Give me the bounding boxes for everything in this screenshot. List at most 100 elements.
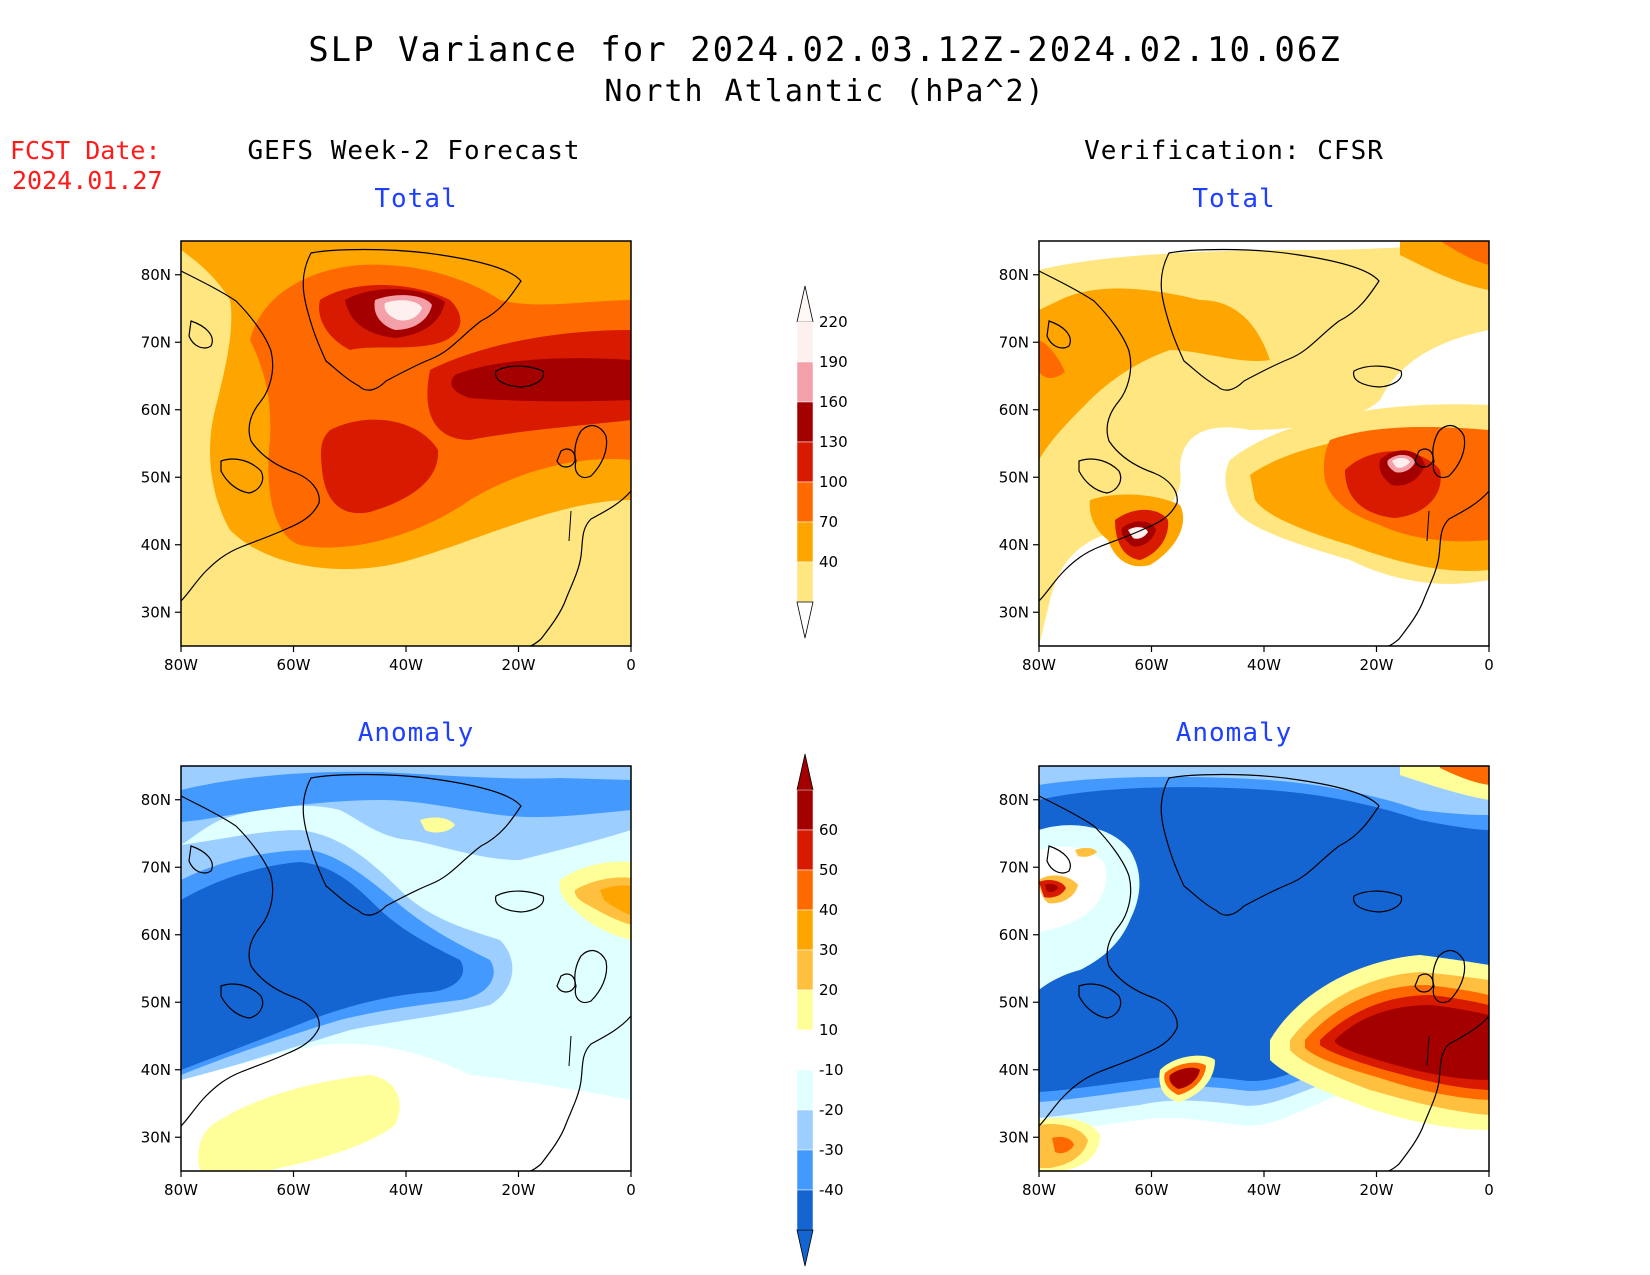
legend-anomaly-swatch — [796, 1189, 814, 1231]
lat-tick-label: 70N — [999, 333, 1029, 351]
lon-tick-label: 20W — [502, 1181, 536, 1199]
lat-tick-label: 50N — [999, 468, 1029, 486]
lon-tick-label: 20W — [1360, 656, 1394, 674]
right-column-title: Verification: CFSR — [1084, 136, 1384, 166]
lon-tick-label: 80W — [164, 656, 198, 674]
lon-tick-label: 0 — [1484, 1181, 1494, 1199]
legend-anomaly-label: 50 — [819, 861, 838, 879]
legend-total-label: 70 — [819, 513, 838, 531]
legend-anomaly-swatch — [796, 1069, 814, 1111]
lat-tick-label: 50N — [999, 993, 1029, 1011]
anomaly-label-right: Anomaly — [1175, 718, 1293, 748]
legend-total-swatch — [796, 481, 814, 523]
lat-tick-label: 40N — [141, 536, 171, 554]
legend-anomaly-label: 20 — [819, 981, 838, 999]
legend-anomaly-label: -40 — [819, 1181, 844, 1199]
lat-tick-label: 60N — [999, 401, 1029, 419]
legend-total-swatch — [796, 401, 814, 443]
fcst-date: 2024.01.27 — [12, 166, 163, 195]
legend-anomaly-swatch — [796, 1029, 814, 1071]
legend-total-swatch — [796, 361, 814, 403]
legend-anomaly-label: -10 — [819, 1061, 844, 1079]
lon-tick-label: 0 — [1484, 656, 1494, 674]
panel-forecast-anomaly — [181, 766, 631, 1171]
legend-anomaly: 60 50 40 30 20 10 -10 -20 -30 -40 — [796, 753, 844, 1267]
lon-tick-label: 40W — [1247, 1181, 1281, 1199]
lon-tick-label: 40W — [389, 1181, 423, 1199]
panel-forecast-total — [181, 241, 631, 646]
legend-anomaly-label: 60 — [819, 821, 838, 839]
lat-tick-label: 70N — [141, 858, 171, 876]
legend-anomaly-swatch — [796, 789, 814, 831]
total-label-left: Total — [374, 184, 458, 214]
legend-anomaly-swatch — [796, 829, 814, 871]
legend-total-swatch — [796, 321, 814, 363]
legend-anomaly-swatch — [796, 869, 814, 911]
lat-tick-label: 50N — [141, 993, 171, 1011]
lat-tick-label: 70N — [141, 333, 171, 351]
legend-total-top-arrow — [796, 285, 814, 323]
lat-tick-label: 60N — [141, 401, 171, 419]
anomaly-label-left: Anomaly — [357, 718, 475, 748]
legend-total-label: 100 — [819, 473, 848, 491]
axis-ticks: 80N 70N 60N 50N 40N 30N 80W 60W 40W 20W 0 80N 70N 60N… — [141, 266, 1494, 1199]
legend-anomaly-swatch — [796, 1149, 814, 1191]
legend-anomaly-swatch — [796, 989, 814, 1031]
main-title: SLP Variance for 2024.02.03.12Z-2024.02.… — [308, 30, 1342, 70]
legend-total-label: 220 — [819, 313, 848, 331]
lon-tick-label: 0 — [626, 1181, 636, 1199]
legend-total-swatch — [796, 521, 814, 563]
lat-tick-label: 30N — [999, 603, 1029, 621]
legend-anomaly-label: -30 — [819, 1141, 844, 1159]
left-column-title: GEFS Week-2 Forecast — [247, 136, 581, 166]
lon-tick-label: 40W — [389, 656, 423, 674]
lat-tick-label: 40N — [141, 1061, 171, 1079]
sub-title: North Atlantic (hPa^2) — [604, 74, 1046, 109]
panel-verification-anomaly — [1039, 766, 1489, 1171]
legend-total: 220 190 160 130 100 70 40 — [796, 285, 848, 639]
legend-anomaly-swatch — [796, 1109, 814, 1151]
legend-total-label: 40 — [819, 553, 838, 571]
lat-tick-label: 50N — [141, 468, 171, 486]
legend-total-bottom-arrow — [796, 601, 814, 639]
lat-tick-label: 30N — [141, 1128, 171, 1146]
lon-tick-label: 0 — [626, 656, 636, 674]
legend-total-label: 130 — [819, 433, 848, 451]
panel-verification-total — [1039, 241, 1489, 646]
legend-anomaly-bottom-arrow — [796, 1229, 814, 1267]
lat-tick-label: 30N — [141, 603, 171, 621]
fcst-label: FCST Date: — [10, 136, 161, 165]
lat-tick-label: 40N — [999, 536, 1029, 554]
lon-tick-label: 80W — [1022, 656, 1056, 674]
legend-total-swatch — [796, 561, 814, 603]
lon-tick-label: 60W — [1135, 656, 1169, 674]
total-label-right: Total — [1192, 184, 1276, 214]
lon-tick-label: 20W — [1360, 1181, 1394, 1199]
lat-tick-label: 80N — [141, 791, 171, 809]
lon-tick-label: 60W — [277, 656, 311, 674]
lat-tick-label: 80N — [999, 791, 1029, 809]
legend-total-label: 160 — [819, 393, 848, 411]
lat-tick-label: 40N — [999, 1061, 1029, 1079]
legend-anomaly-top-arrow — [796, 753, 814, 791]
lat-tick-label: 70N — [999, 858, 1029, 876]
lon-tick-label: 20W — [502, 656, 536, 674]
legend-anomaly-label: 30 — [819, 941, 838, 959]
legend-anomaly-swatch — [796, 949, 814, 991]
legend-anomaly-label: 40 — [819, 901, 838, 919]
lon-tick-label: 60W — [277, 1181, 311, 1199]
legend-anomaly-swatch — [796, 909, 814, 951]
lat-tick-label: 60N — [999, 926, 1029, 944]
legend-total-label: 190 — [819, 353, 848, 371]
lat-tick-label: 60N — [141, 926, 171, 944]
lat-tick-label: 30N — [999, 1128, 1029, 1146]
lon-tick-label: 60W — [1135, 1181, 1169, 1199]
legend-total-swatch — [796, 441, 814, 483]
lon-tick-label: 40W — [1247, 656, 1281, 674]
lon-tick-label: 80W — [1022, 1181, 1056, 1199]
legend-anomaly-label: -20 — [819, 1101, 844, 1119]
legend-anomaly-label: 10 — [819, 1021, 838, 1039]
lon-tick-label: 80W — [164, 1181, 198, 1199]
lat-tick-label: 80N — [999, 266, 1029, 284]
